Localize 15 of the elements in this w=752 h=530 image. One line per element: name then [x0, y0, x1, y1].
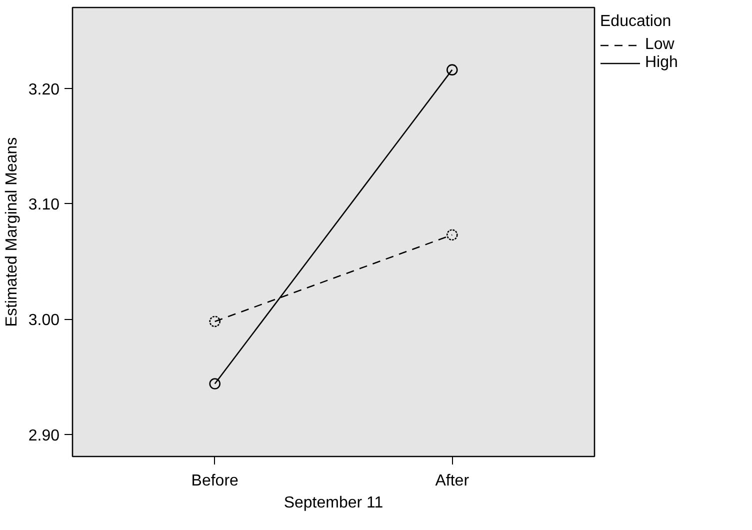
x-tick-label: After	[435, 472, 470, 490]
y-tick-label: 3.00	[28, 312, 60, 330]
point	[446, 64, 458, 76]
legend-label: High	[645, 54, 678, 72]
point	[209, 378, 221, 390]
y-tick-label: 2.90	[28, 428, 60, 445]
legend-title: Education	[600, 13, 672, 31]
x-tick-label: Before	[191, 472, 239, 490]
y-tick-label: 3.10	[28, 196, 60, 214]
legend-label: Low	[645, 36, 674, 54]
y-axis-title: Estimated Marginal Means	[3, 137, 20, 327]
point	[446, 229, 458, 241]
point	[209, 316, 221, 328]
x-axis-title: September 11	[284, 494, 384, 512]
y-tick-label: 3.20	[28, 81, 60, 98]
